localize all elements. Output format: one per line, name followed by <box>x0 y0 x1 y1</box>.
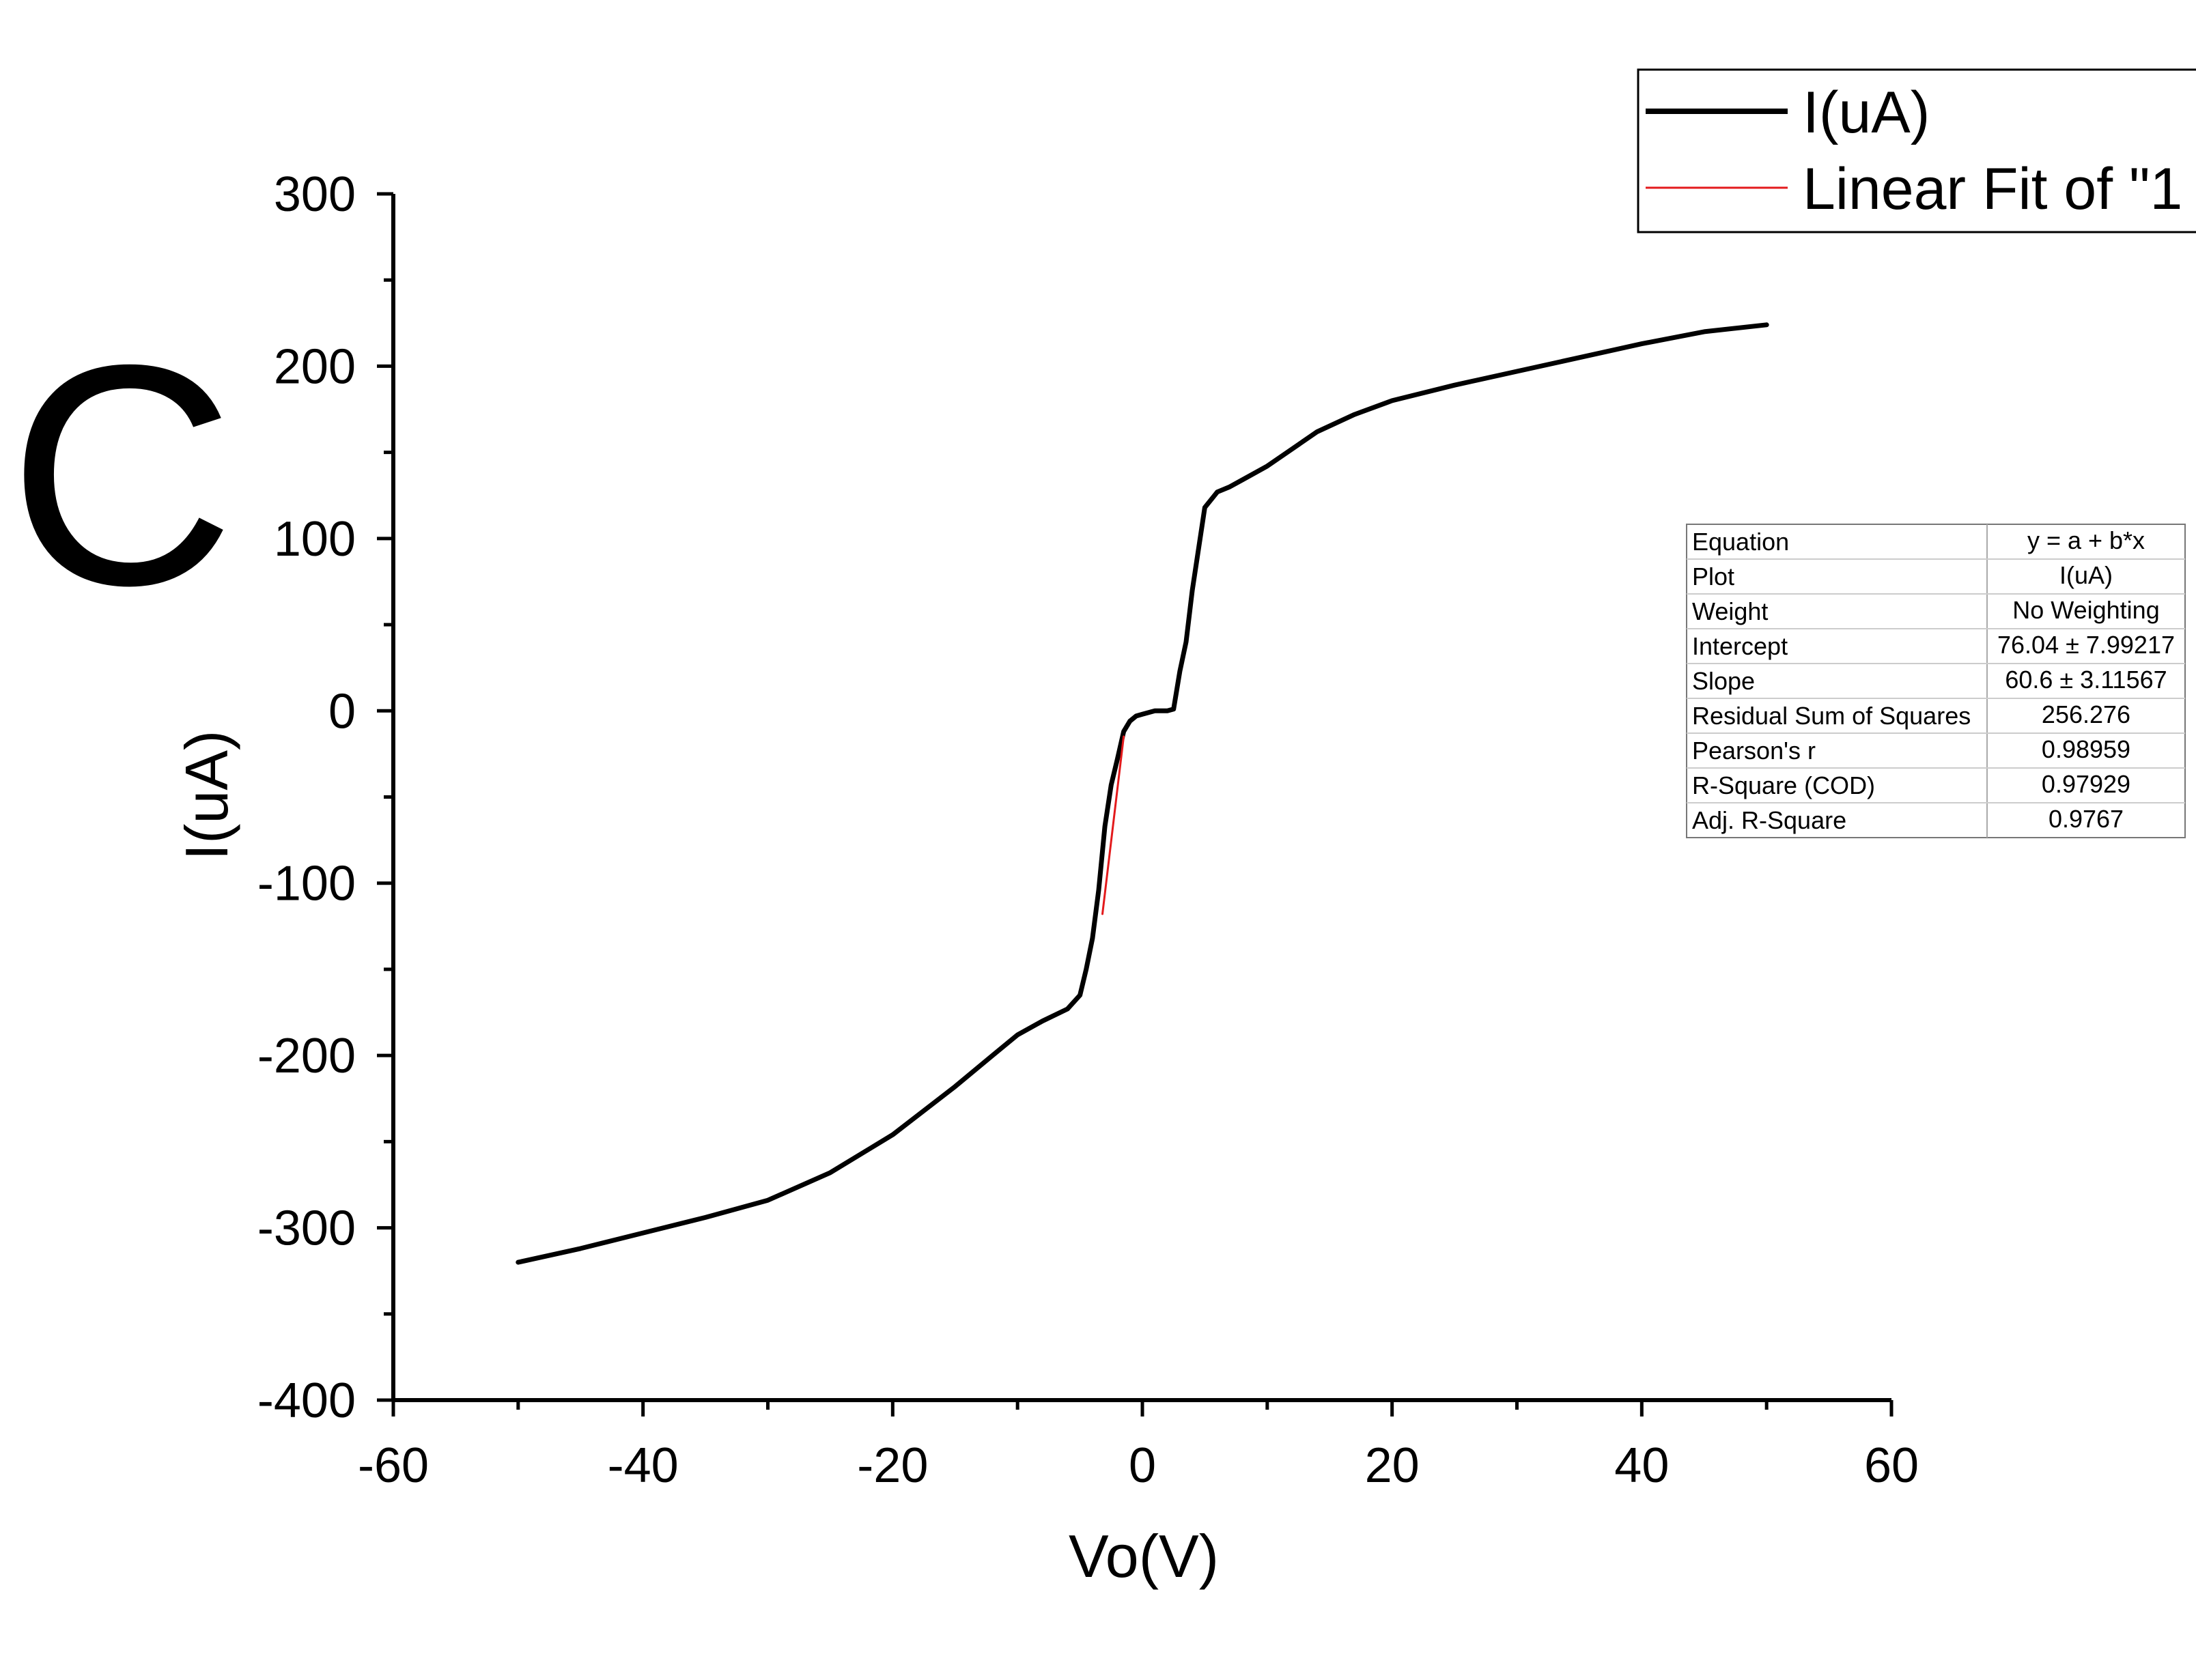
axes <box>391 194 1891 1402</box>
fit-table-value: I(uA) <box>2059 561 2113 589</box>
fit-table-key: Weight <box>1692 597 1768 625</box>
fit-table-value: 0.98959 <box>2042 735 2130 763</box>
x-tick-label: -40 <box>608 1438 679 1493</box>
x-axis-title: Vo(V) <box>1069 1522 1219 1590</box>
fit-results-table: Equation y = a + b*x Plot I(uA) Weight No Wei… <box>1686 524 2186 838</box>
y-axis-ticks: 300 200 100 0 -100 -200 -300 -400 <box>257 167 393 1428</box>
panel-label: C <box>8 300 235 651</box>
legend-label-data: I(uA) <box>1803 80 1930 145</box>
legend: I(uA) Linear Fit of "1 <box>1637 68 2196 233</box>
y-tick-label: 200 <box>274 339 356 394</box>
x-tick-label: 0 <box>1129 1438 1156 1493</box>
x-tick-label: 20 <box>1365 1438 1420 1493</box>
x-tick-label: 40 <box>1614 1438 1669 1493</box>
series-layer <box>516 322 1769 1265</box>
x-tick-label: -20 <box>857 1438 928 1493</box>
fit-table-key: Intercept <box>1692 632 1788 660</box>
y-axis-title: I(uA) <box>173 730 240 861</box>
y-tick-label: 0 <box>328 684 356 739</box>
fit-table-frame <box>1686 524 2186 838</box>
fit-table-value: y = a + b*x <box>2027 526 2145 554</box>
fit-table-value: 0.97929 <box>2042 770 2130 798</box>
fit-table-key: Equation <box>1692 528 1789 556</box>
y-tick-label: -300 <box>257 1201 356 1256</box>
legend-label-fit: Linear Fit of "1 <box>1803 156 2182 222</box>
fit-table-key: R-Square (COD) <box>1692 771 1875 799</box>
y-tick-label: -400 <box>257 1373 356 1428</box>
x-tick-label: -60 <box>358 1438 429 1493</box>
fit-table-value: 60.6 ± 3.11567 <box>2005 666 2167 694</box>
y-tick-label: -200 <box>257 1029 356 1083</box>
y-tick-label: -100 <box>257 857 356 911</box>
fit-table-value: 256.276 <box>2042 700 2130 728</box>
fit-table-key: Pearson's r <box>1692 737 1816 765</box>
fit-table-key: Slope <box>1692 667 1755 695</box>
fit-table-value: 0.9767 <box>2049 805 2124 833</box>
fit-table-key: Plot <box>1692 563 1734 590</box>
legend-box <box>1637 68 2196 233</box>
x-axis-ticks: -60 -40 -20 0 20 40 60 <box>358 1400 1919 1493</box>
y-tick-label: 100 <box>274 512 356 567</box>
series-line-data <box>516 322 1769 1265</box>
x-tick-label: 60 <box>1864 1438 1919 1493</box>
fit-table-key: Adj. R-Square <box>1692 806 1846 834</box>
y-tick-label: 300 <box>274 167 356 222</box>
fit-table-key: Residual Sum of Squares <box>1692 702 1971 730</box>
fit-table-value: 76.04 ± 7.99217 <box>1997 631 2175 659</box>
fit-table-value: No Weighting <box>2012 596 2159 624</box>
series-line-fit <box>1101 735 1125 915</box>
